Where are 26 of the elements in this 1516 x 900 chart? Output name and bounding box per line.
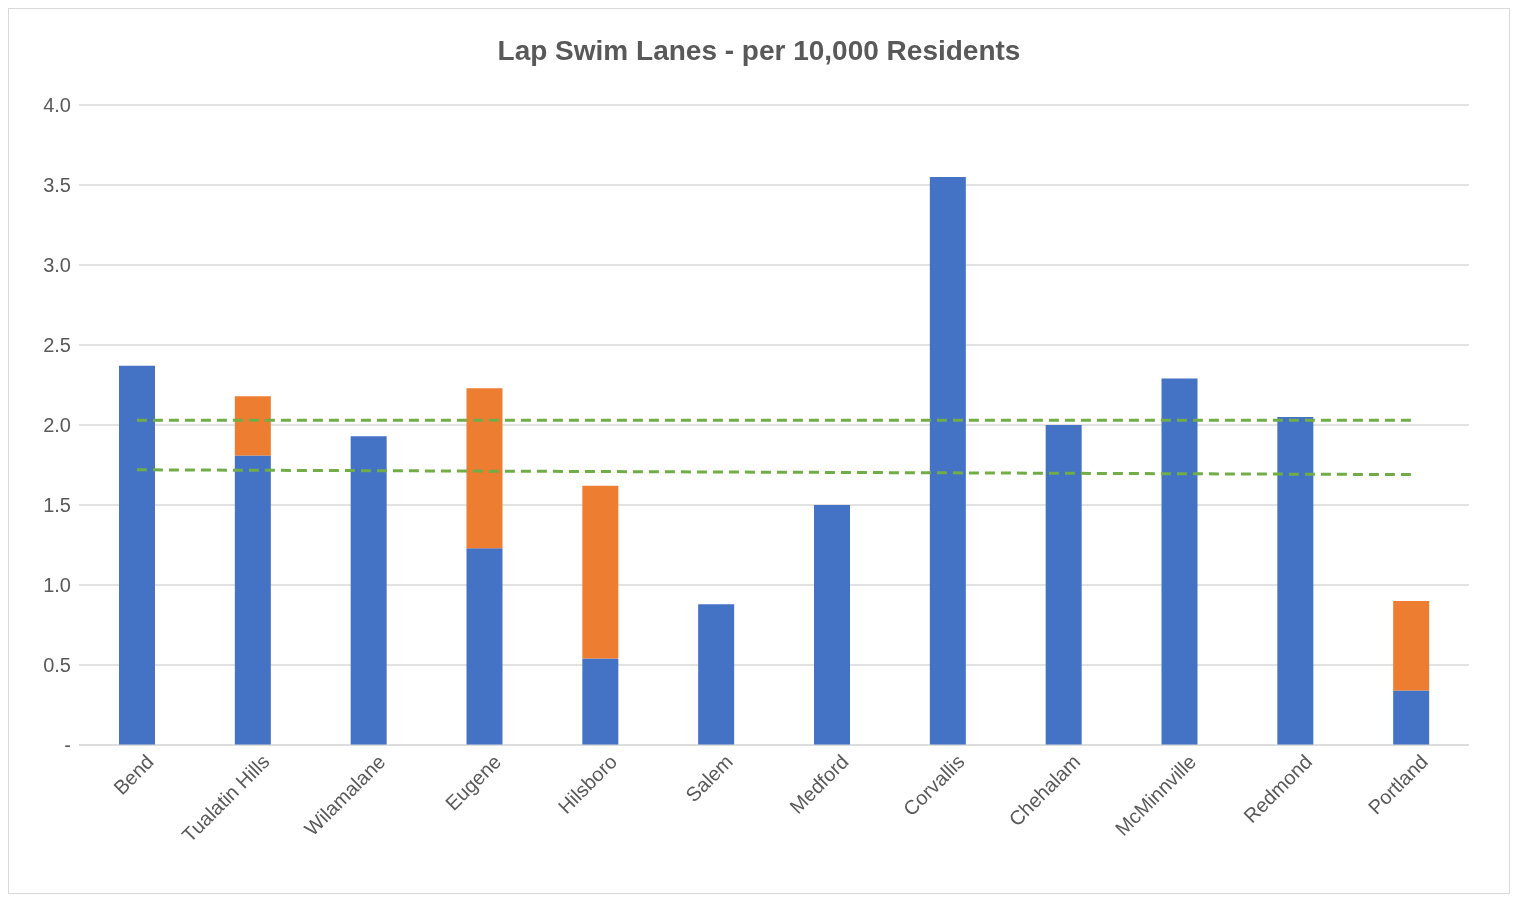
bar: [582, 485, 619, 659]
y-tick-label: -: [64, 734, 71, 757]
y-tick-label: 1.0: [43, 574, 71, 597]
y-tick-label: 3.5: [43, 174, 71, 197]
y-tick-label: 0.5: [43, 654, 71, 677]
y-tick-label: 4.0: [43, 94, 71, 117]
chart-title: Lap Swim Lanes - per 10,000 Residents: [496, 34, 1022, 68]
bar: [814, 505, 850, 745]
bar: [466, 388, 503, 549]
bar: [234, 455, 271, 745]
bar: [1393, 601, 1430, 691]
y-tick-label: 3.0: [43, 254, 71, 277]
bar: [350, 436, 387, 745]
bar: [1277, 417, 1314, 745]
bar: [1161, 378, 1198, 745]
bar: [582, 658, 619, 745]
y-tick-label: 2.5: [43, 334, 71, 357]
bar: [234, 396, 271, 456]
bar: [698, 604, 735, 745]
y-tick-label: 2.0: [43, 414, 71, 437]
bar: [929, 177, 966, 745]
bar: [1393, 690, 1430, 745]
bar: [466, 548, 503, 745]
bar: [1045, 425, 1082, 745]
y-tick-label: 1.5: [43, 494, 71, 517]
bar: [119, 365, 155, 745]
